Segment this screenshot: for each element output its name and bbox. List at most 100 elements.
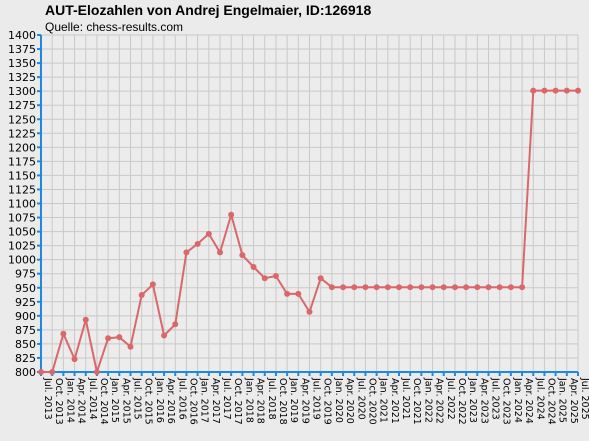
x-tick-label: Oct. 2022 xyxy=(456,378,467,425)
data-point xyxy=(362,284,369,291)
data-point xyxy=(272,272,279,279)
x-tick-label: Apr. 2019 xyxy=(299,378,310,424)
x-tick-label: Jul. 2022 xyxy=(445,377,456,420)
x-tick-label: Jul. 2023 xyxy=(490,377,501,420)
data-point xyxy=(340,284,347,291)
y-tick-label: 1225 xyxy=(8,127,36,140)
data-point xyxy=(284,290,291,297)
y-tick-label: 825 xyxy=(15,352,36,365)
y-tick-label: 1375 xyxy=(8,43,36,56)
data-point xyxy=(317,275,324,282)
x-tick-label: Apr. 2020 xyxy=(344,378,355,424)
y-tick-label: 950 xyxy=(15,282,36,295)
data-point xyxy=(552,87,559,94)
data-point xyxy=(418,284,425,291)
x-tick-label: Apr. 2024 xyxy=(523,378,534,424)
x-tick-label: Jan. 2017 xyxy=(199,377,210,423)
y-tick-label: 1325 xyxy=(8,71,36,84)
chart-subtitle: Quelle: chess-results.com xyxy=(45,20,184,34)
data-point xyxy=(485,284,492,291)
x-tick-label: Oct. 2023 xyxy=(501,378,512,425)
x-tick-label: Apr. 2025 xyxy=(568,378,579,424)
x-tick-label: Jul. 2021 xyxy=(400,377,411,420)
y-tick-label: 1025 xyxy=(8,240,36,253)
data-point xyxy=(49,369,56,375)
data-point xyxy=(60,330,67,337)
x-tick-label: Jan. 2023 xyxy=(467,377,478,423)
x-tick-label: Jan. 2015 xyxy=(109,377,120,423)
y-tick-label: 1075 xyxy=(8,212,36,225)
x-tick-label: Oct. 2024 xyxy=(545,378,556,425)
data-point xyxy=(172,321,179,328)
data-point xyxy=(149,281,156,288)
data-point xyxy=(183,249,190,256)
y-tick-label: 1400 xyxy=(8,29,36,42)
y-tick-label: 1350 xyxy=(8,57,36,70)
data-point xyxy=(93,369,100,375)
data-point xyxy=(396,284,402,291)
x-tick-label: Jul. 2024 xyxy=(534,377,545,420)
x-tick-label: Jul. 2019 xyxy=(311,377,322,420)
x-tick-label: Jul. 2016 xyxy=(176,377,187,420)
x-tick-label: Jan. 2025 xyxy=(557,377,568,423)
data-point xyxy=(250,263,257,270)
x-tick-label: Jan. 2018 xyxy=(243,377,254,423)
data-point xyxy=(105,335,112,342)
data-point xyxy=(205,230,212,237)
x-tick-label: Oct. 2021 xyxy=(411,378,422,425)
data-point xyxy=(384,284,391,291)
x-tick-label: Jul. 2017 xyxy=(221,377,232,420)
data-point xyxy=(161,332,168,339)
data-point xyxy=(575,87,581,94)
data-point xyxy=(194,240,201,247)
x-tick-label: Jan. 2021 xyxy=(378,377,389,423)
x-tick-label: Jul. 2025 xyxy=(579,377,589,420)
x-tick-label: Jan. 2024 xyxy=(512,377,523,423)
y-tick-label: 875 xyxy=(15,324,36,337)
y-tick-label: 800 xyxy=(15,366,36,379)
x-tick-label: Apr. 2017 xyxy=(210,378,221,424)
x-tick-label: Oct. 2015 xyxy=(143,378,154,425)
data-point xyxy=(407,284,414,291)
y-tick-label: 1175 xyxy=(8,155,36,168)
data-point xyxy=(496,284,503,291)
x-tick-label: Oct. 2018 xyxy=(277,378,288,425)
data-point xyxy=(82,316,89,323)
data-point xyxy=(328,284,335,291)
y-tick-label: 900 xyxy=(15,310,36,323)
y-tick-label: 1100 xyxy=(8,198,36,211)
x-tick-label: Apr. 2021 xyxy=(389,378,400,424)
data-point xyxy=(306,308,313,315)
x-tick-label: Apr. 2016 xyxy=(165,378,176,424)
x-tick-label: Jan. 2019 xyxy=(288,377,299,423)
x-tick-label: Jan. 2020 xyxy=(333,377,344,423)
x-tick-label: Jul. 2015 xyxy=(132,377,143,420)
x-tick-label: Oct. 2014 xyxy=(98,378,109,425)
data-point xyxy=(507,284,514,291)
data-point xyxy=(71,356,78,363)
y-tick-label: 1150 xyxy=(8,169,36,182)
y-tick-label: 1275 xyxy=(8,99,36,112)
chart-title: AUT-Elozahlen von Andrej Engelmaier, ID:… xyxy=(45,2,372,18)
y-tick-label: 1300 xyxy=(8,85,36,98)
y-tick-label: 1125 xyxy=(8,183,36,196)
x-tick-label: Jul. 2014 xyxy=(87,377,98,420)
data-point xyxy=(239,252,246,259)
y-tick-label: 850 xyxy=(15,338,36,351)
data-point xyxy=(530,87,537,94)
y-tick-label: 925 xyxy=(15,296,36,309)
x-tick-label: Jul. 2018 xyxy=(266,377,277,420)
x-tick-label: Apr. 2022 xyxy=(434,378,445,424)
data-point xyxy=(451,284,458,291)
x-tick-label: Oct. 2017 xyxy=(232,378,243,425)
data-point xyxy=(440,284,447,291)
y-tick-label: 1250 xyxy=(8,113,36,126)
data-point xyxy=(474,284,481,291)
data-point xyxy=(373,284,380,291)
y-tick-label: 1050 xyxy=(8,226,36,239)
data-point xyxy=(563,87,570,94)
data-point xyxy=(217,249,223,256)
y-tick-label: 1000 xyxy=(8,254,36,267)
